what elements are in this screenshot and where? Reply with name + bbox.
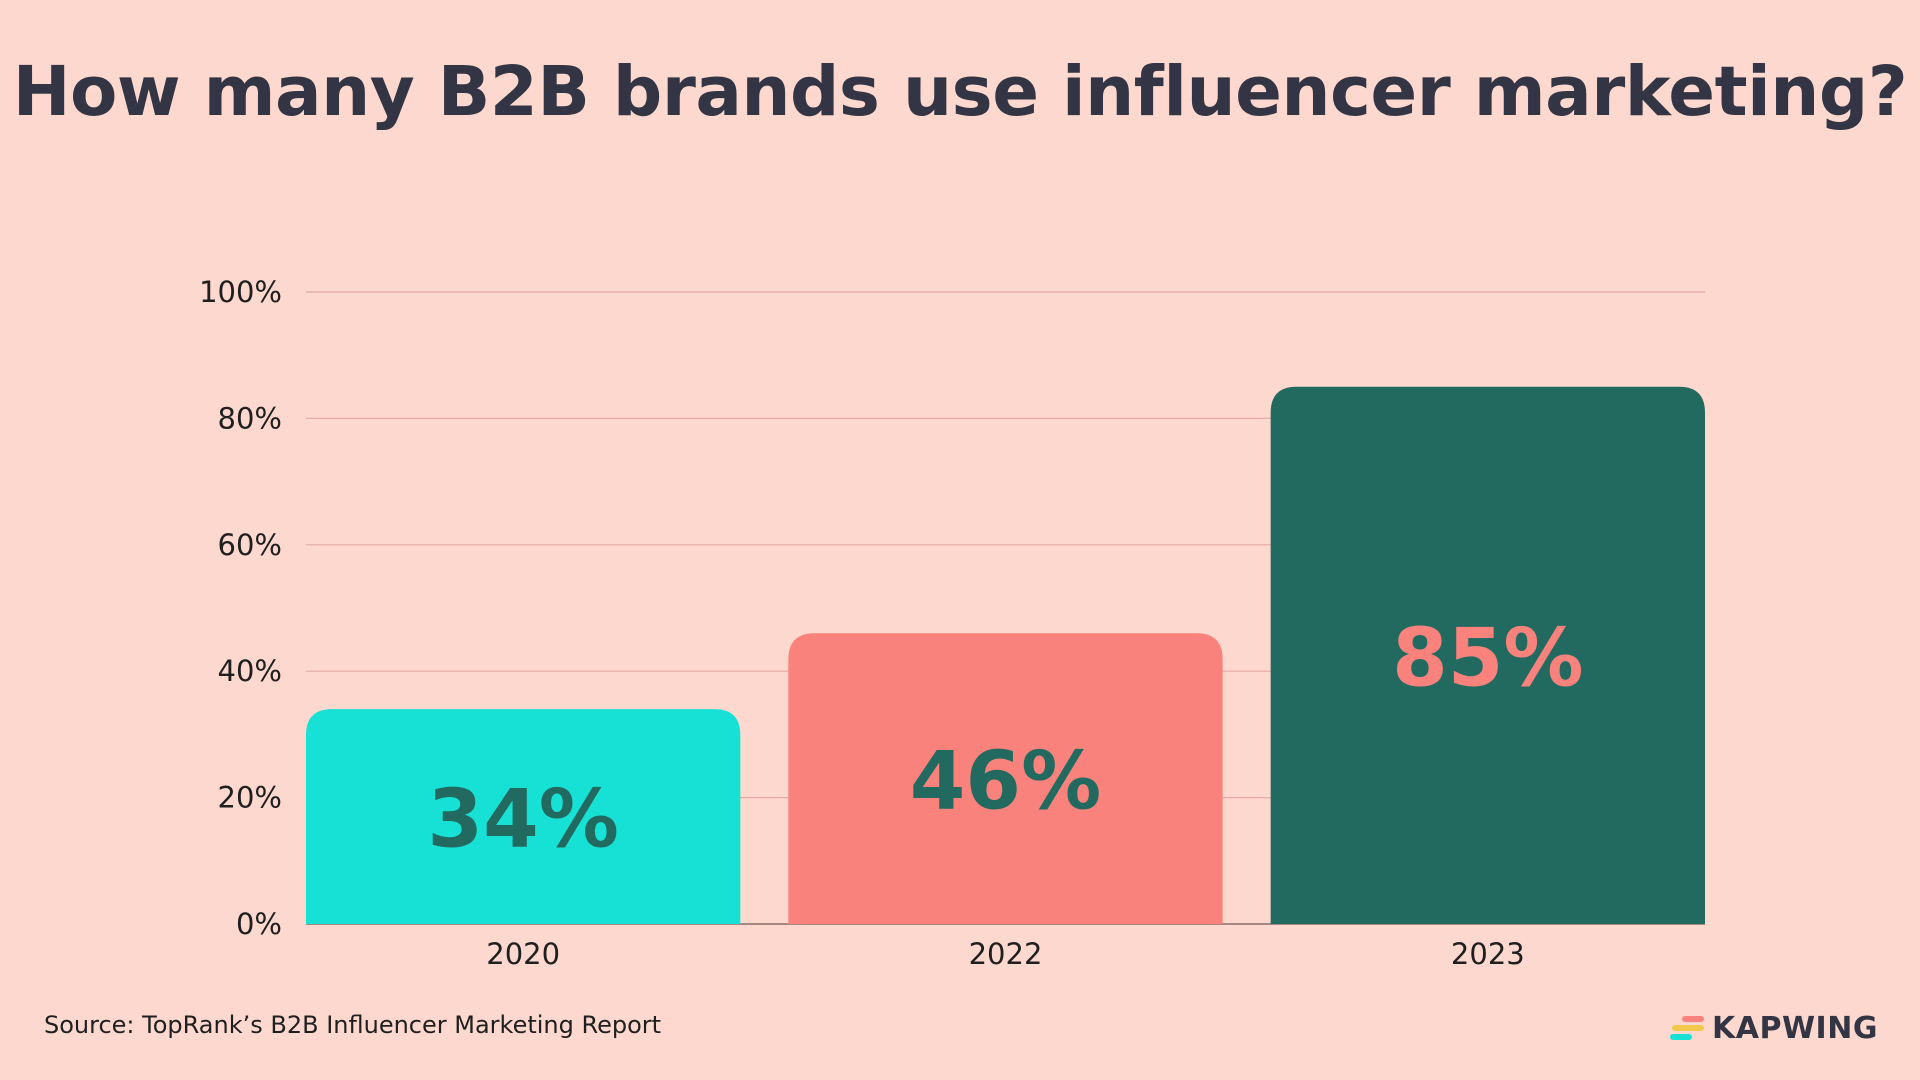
bar-2023 — [1270, 386, 1705, 924]
kapwing-logo: KAPWING — [1670, 1008, 1878, 1048]
logo-text: KAPWING — [1712, 1010, 1878, 1046]
data-label-2023: 85% — [1392, 611, 1583, 704]
data-label-2020: 34% — [427, 773, 618, 866]
y-tick-label: 80% — [218, 401, 282, 435]
bar-2020 — [306, 709, 741, 924]
data-labels: 34% 46% 85% — [427, 611, 1583, 865]
bar-2022 — [788, 633, 1223, 924]
y-tick-label: 60% — [218, 528, 282, 562]
bars — [306, 386, 1705, 924]
bar-chart: 0%20%40%60%80%100% 34% 46%85% 2020 2022 202… — [199, 275, 1705, 971]
x-tick-label: 2022 — [969, 937, 1043, 971]
y-tick-label: 40% — [218, 654, 282, 688]
y-tick-label: 20% — [218, 781, 282, 815]
y-tick-label: 0% — [236, 907, 282, 941]
x-axis-ticks: 2020 2022 2023 — [486, 937, 1524, 971]
kapwing-logo-icon — [1670, 1016, 1704, 1040]
x-tick-label: 2023 — [1451, 937, 1525, 971]
y-tick-label: 100% — [199, 275, 282, 309]
chart-title: How many B2B brands use influencer marke… — [12, 52, 1908, 132]
y-axis-ticks: 0% 20% 40% 60% 80% 100% — [199, 275, 282, 941]
source-note: Source: TopRank’s B2B Influencer Marketi… — [44, 1011, 662, 1039]
data-label-2022: 46% — [910, 735, 1101, 828]
x-tick-label: 2020 — [486, 937, 560, 971]
